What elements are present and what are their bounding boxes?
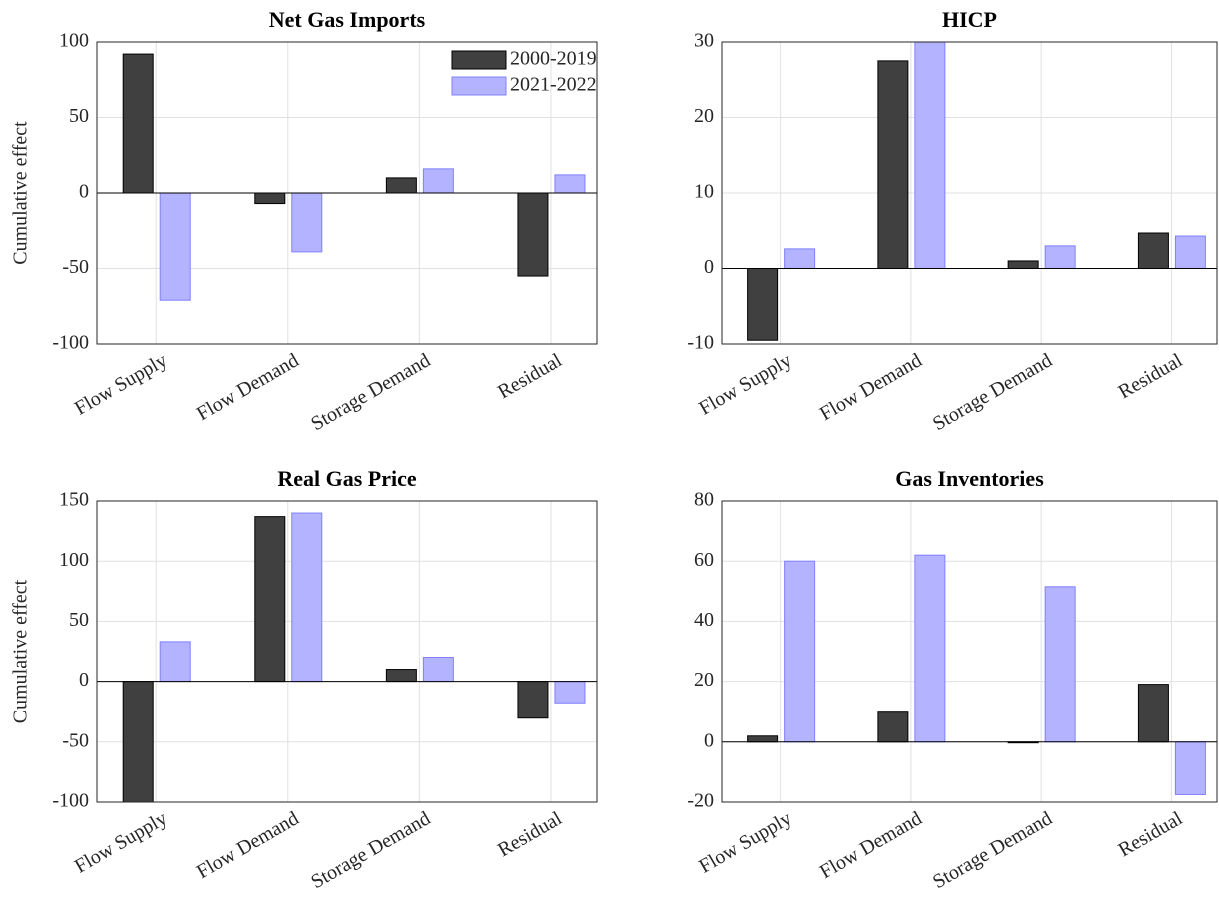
x-tick-label: Flow Demand (193, 807, 303, 883)
x-tick-label: Residual (494, 349, 566, 403)
y-tick-label: -50 (62, 729, 89, 751)
y-tick-label: 40 (694, 609, 714, 631)
y-tick-label: 50 (69, 105, 89, 127)
chart-title: Real Gas Price (277, 466, 417, 491)
x-tick-label: Residual (1115, 807, 1187, 861)
bar (914, 41, 946, 269)
y-tick-label: 20 (694, 669, 714, 691)
chart-title: Net Gas Imports (269, 7, 426, 32)
bar (747, 735, 779, 743)
y-axis-label: Cumulative effect (10, 121, 32, 265)
bar (385, 177, 417, 194)
bar (122, 681, 154, 803)
x-tick-label: Residual (494, 807, 566, 861)
y-tick-label: -10 (687, 332, 714, 354)
axes-box (96, 41, 598, 345)
y-tick-label: 100 (59, 549, 89, 571)
y-tick-label: -100 (52, 790, 89, 812)
bar (254, 516, 286, 683)
y-tick-label: 20 (694, 105, 714, 127)
bar (784, 560, 816, 743)
bar (422, 657, 454, 683)
x-tick-label: Storage Demand (929, 807, 1056, 893)
bar (385, 669, 417, 683)
legend-swatch (451, 50, 507, 70)
x-tick-label: Storage Demand (307, 807, 434, 893)
bar (554, 681, 586, 704)
bar (914, 554, 946, 743)
x-tick-label: Flow Demand (193, 349, 303, 425)
bar (554, 174, 586, 194)
y-tick-label: 0 (79, 669, 89, 691)
y-tick-label: -50 (62, 256, 89, 278)
y-tick-label: 0 (704, 256, 714, 278)
bar (159, 192, 191, 301)
axes-box (96, 500, 598, 803)
y-tick-label: 10 (694, 181, 714, 203)
axes-box (721, 41, 1218, 345)
x-tick-label: Flow Demand (816, 807, 926, 883)
legend-label: 2000-2019 (510, 48, 597, 70)
bar (1044, 586, 1076, 743)
y-tick-label: 50 (69, 609, 89, 631)
y-tick-label: 150 (59, 489, 89, 511)
y-tick-label: 100 (59, 30, 89, 52)
y-tick-label: -20 (687, 790, 714, 812)
x-tick-label: Flow Supply (71, 349, 171, 419)
bar (517, 681, 549, 719)
bar (159, 641, 191, 683)
y-tick-label: 60 (694, 549, 714, 571)
bar (877, 60, 909, 269)
bar (1137, 684, 1169, 743)
bar (517, 192, 549, 277)
x-tick-label: Flow Supply (695, 807, 795, 877)
bar (291, 512, 323, 683)
bar (422, 168, 454, 194)
x-tick-label: Storage Demand (929, 349, 1056, 435)
bar (1137, 232, 1169, 269)
bar (1174, 741, 1206, 795)
y-axis-label: Cumulative effect (10, 579, 32, 723)
bar (254, 192, 286, 205)
bar (877, 711, 909, 743)
chart-title: Gas Inventories (895, 466, 1044, 491)
bar (1044, 245, 1076, 270)
bar (784, 248, 816, 269)
bar (1174, 235, 1206, 270)
x-tick-label: Flow Supply (695, 349, 795, 419)
bar (291, 192, 323, 253)
y-tick-label: 30 (694, 30, 714, 52)
x-tick-label: Flow Supply (71, 807, 171, 877)
bar (747, 268, 779, 341)
x-tick-label: Storage Demand (307, 349, 434, 435)
x-tick-label: Flow Demand (816, 349, 926, 425)
x-tick-label: Residual (1115, 349, 1187, 403)
axes-box (721, 500, 1218, 803)
chart-title: HICP (942, 7, 997, 32)
bar (122, 53, 154, 194)
legend-swatch (451, 76, 507, 96)
y-tick-label: 0 (704, 729, 714, 751)
y-tick-label: -100 (52, 332, 89, 354)
legend-label: 2021-2022 (510, 74, 597, 96)
y-tick-label: 80 (694, 489, 714, 511)
y-tick-label: 0 (79, 181, 89, 203)
bar (1007, 260, 1039, 270)
